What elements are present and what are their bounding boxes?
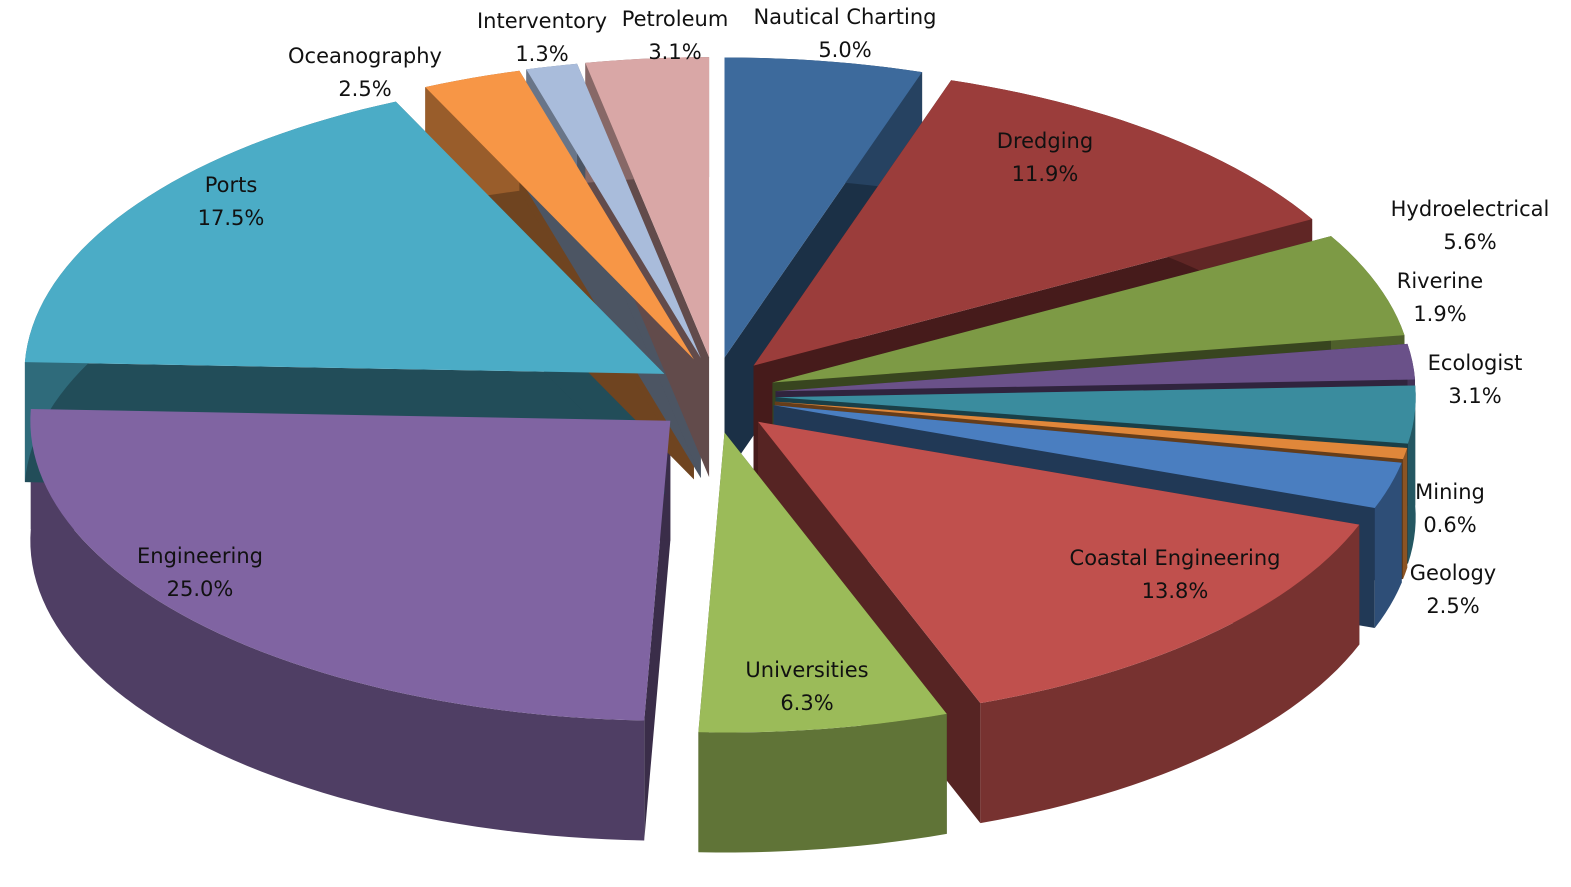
slice-label: Riverine bbox=[1397, 269, 1483, 293]
slice-side bbox=[698, 713, 947, 853]
slice bbox=[775, 343, 1416, 392]
slice-value-label: 2.5% bbox=[1426, 594, 1479, 618]
slice-label: Ports bbox=[205, 173, 258, 197]
slice bbox=[698, 432, 947, 733]
slice bbox=[775, 385, 1416, 444]
slice bbox=[526, 63, 701, 359]
slice bbox=[774, 401, 1408, 460]
slice-value-label: 3.1% bbox=[648, 40, 701, 64]
slice-label: Petroleum bbox=[622, 7, 729, 31]
slice-side bbox=[1407, 385, 1416, 564]
slice-value-label: 11.9% bbox=[1012, 162, 1079, 186]
slice-label: Universities bbox=[745, 658, 868, 682]
slice-value-label: 25.0% bbox=[167, 577, 234, 601]
slice-side bbox=[30, 409, 645, 841]
slice bbox=[425, 70, 694, 360]
slice-label: Engineering bbox=[137, 544, 263, 568]
slice-value-label: 0.6% bbox=[1423, 513, 1476, 537]
slice-value-label: 17.5% bbox=[198, 206, 265, 230]
slice-label: Hydroelectrical bbox=[1391, 197, 1550, 221]
slice bbox=[772, 236, 1405, 383]
labels: Nautical Charting 5.0% Dredging 11.9% Hydroe… bbox=[137, 5, 1549, 715]
slice-value-label: 3.1% bbox=[1448, 384, 1501, 408]
slice-label: Interventory bbox=[477, 9, 607, 33]
slice bbox=[773, 405, 1402, 509]
slice bbox=[585, 57, 710, 358]
slice-side bbox=[1374, 462, 1402, 629]
slice-tops bbox=[24, 57, 1416, 733]
slice-value-label: 1.9% bbox=[1413, 302, 1466, 326]
slice-label: Ecologist bbox=[1428, 351, 1523, 375]
slice-label: Geology bbox=[1410, 561, 1496, 585]
slice-label: Nautical Charting bbox=[753, 5, 936, 29]
slice-value-label: 5.6% bbox=[1443, 230, 1496, 254]
slice-label: Coastal Engineering bbox=[1070, 546, 1281, 570]
slice bbox=[753, 80, 1313, 366]
slice-label: Mining bbox=[1415, 480, 1485, 504]
slice bbox=[724, 57, 923, 358]
slice-value-label: 1.3% bbox=[515, 42, 568, 66]
slice-side bbox=[980, 524, 1360, 824]
slice-value-label: 5.0% bbox=[818, 38, 871, 62]
slice bbox=[30, 409, 671, 721]
slice-value-label: 2.5% bbox=[338, 77, 391, 101]
slice bbox=[758, 421, 1360, 704]
slice-label: Dredging bbox=[997, 129, 1093, 153]
slice-label: Oceanography bbox=[288, 44, 442, 68]
slice bbox=[24, 101, 665, 374]
slice-value-label: 13.8% bbox=[1142, 579, 1209, 603]
slice-value-label: 6.3% bbox=[780, 691, 833, 715]
slice-side bbox=[1402, 448, 1408, 580]
